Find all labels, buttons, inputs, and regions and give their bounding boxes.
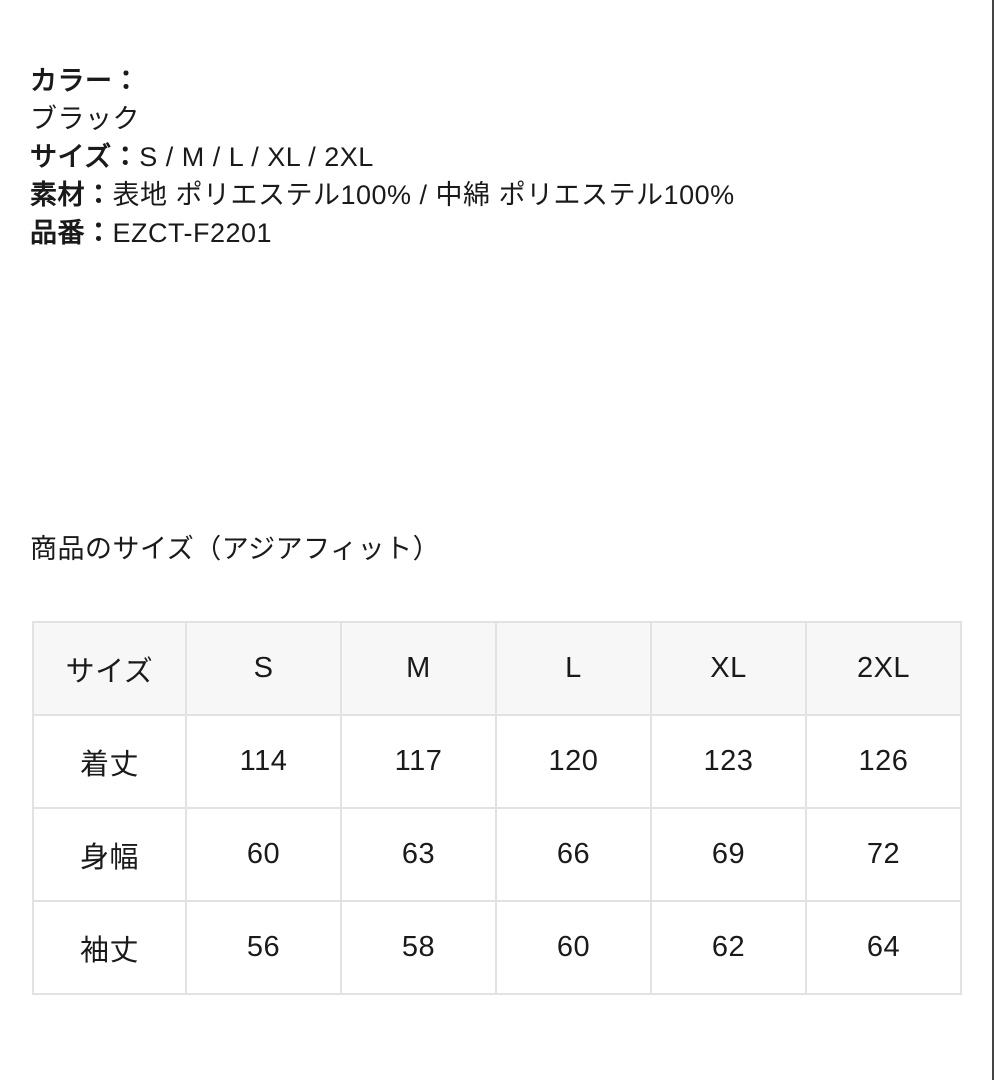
size-label: サイズ： xyxy=(30,142,140,172)
table-row-sleeve: 袖丈 56 58 60 62 64 xyxy=(32,900,962,995)
size-section-title: 商品のサイズ（アジアフィット） xyxy=(30,534,441,564)
item-number-value: EZCT-F2201 xyxy=(112,218,273,248)
header-cell-l: L xyxy=(495,621,652,716)
item-number-line: 品番：EZCT-F2201 xyxy=(30,214,964,252)
table-row-width: 身幅 60 63 66 69 72 xyxy=(32,807,962,902)
color-label: カラー： xyxy=(30,66,140,96)
row-label: 袖丈 xyxy=(32,900,187,995)
header-cell-size: サイズ xyxy=(32,621,187,716)
color-value: ブラック xyxy=(30,104,140,134)
header-cell-xl: XL xyxy=(650,621,807,716)
table-cell: 72 xyxy=(805,807,962,902)
table-row-length: 着丈 114 117 120 123 126 xyxy=(32,714,962,809)
row-label: 着丈 xyxy=(32,714,187,809)
material-value: 表地 ポリエステル100% / 中綿 ポリエステル100% xyxy=(112,180,735,210)
table-cell: 63 xyxy=(340,807,497,902)
table-cell: 69 xyxy=(650,807,807,902)
table-cell: 56 xyxy=(185,900,342,995)
table-cell: 126 xyxy=(805,714,962,809)
table-cell: 64 xyxy=(805,900,962,995)
size-table-header-row: サイズ S M L XL 2XL xyxy=(32,621,962,716)
item-number-label: 品番： xyxy=(30,218,113,248)
table-cell: 58 xyxy=(340,900,497,995)
material-label: 素材： xyxy=(30,180,113,210)
table-cell: 60 xyxy=(185,807,342,902)
size-table: サイズ S M L XL 2XL 着丈 114 117 120 123 126 … xyxy=(32,621,962,995)
size-line: サイズ：S / M / L / XL / 2XL xyxy=(30,138,964,176)
table-cell: 120 xyxy=(495,714,652,809)
header-cell-s: S xyxy=(185,621,342,716)
table-cell: 62 xyxy=(650,900,807,995)
row-label: 身幅 xyxy=(32,807,187,902)
page-right-border xyxy=(992,0,994,1080)
table-cell: 117 xyxy=(340,714,497,809)
product-description-section: カラー： ブラック サイズ：S / M / L / XL / 2XL 素材：表地… xyxy=(30,62,964,995)
product-info-block: カラー： ブラック サイズ：S / M / L / XL / 2XL 素材：表地… xyxy=(30,62,964,252)
table-cell: 60 xyxy=(495,900,652,995)
size-value: S / M / L / XL / 2XL xyxy=(139,142,374,172)
material-line: 素材：表地 ポリエステル100% / 中綿 ポリエステル100% xyxy=(30,176,964,214)
table-cell: 114 xyxy=(185,714,342,809)
color-line: カラー： xyxy=(30,62,964,100)
header-cell-m: M xyxy=(340,621,497,716)
table-cell: 66 xyxy=(495,807,652,902)
header-cell-2xl: 2XL xyxy=(805,621,962,716)
table-cell: 123 xyxy=(650,714,807,809)
